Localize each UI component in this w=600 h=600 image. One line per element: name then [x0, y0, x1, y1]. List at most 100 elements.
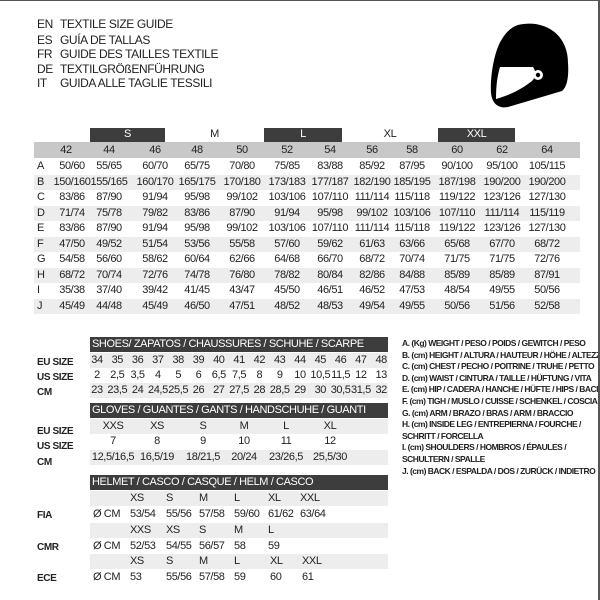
- helmet-size: M: [234, 523, 243, 536]
- helmet-size: XS: [130, 555, 144, 567]
- measurement-cell: 95/98: [184, 222, 210, 234]
- measurement-cell: 57/60: [274, 237, 300, 250]
- shoe-size-cell: 6: [195, 369, 202, 381]
- shoe-size-cell: 34: [91, 354, 103, 366]
- row-key: B: [37, 175, 44, 188]
- glove-size-cell: 8: [154, 435, 160, 447]
- shoe-size-cell: 8: [256, 369, 263, 381]
- shoe-size-cell: 45: [314, 354, 327, 366]
- measurement-cell: 90/100: [441, 160, 473, 172]
- measurement-cell: 150/160: [53, 175, 91, 188]
- glove-size-cell: 12,5/16,5: [91, 451, 135, 463]
- measurement-cell: 103/106: [268, 222, 306, 234]
- measurement-cell: 187/198: [438, 175, 476, 188]
- glove-size-cell: L: [283, 420, 289, 432]
- size-band: [264, 128, 342, 142]
- measurement-cell: 190/200: [528, 175, 566, 188]
- measurement-cell: 75/85: [274, 160, 300, 172]
- measurement-cell: 87/90: [96, 191, 122, 203]
- measurement-cell: 50/56: [444, 299, 470, 312]
- unit-label: Ø CM: [93, 508, 121, 520]
- size-label: L: [300, 128, 306, 140]
- helmet-cm-cell: 55/56: [166, 508, 192, 520]
- measurement-cell: 50/60: [59, 160, 85, 172]
- gloves-header: GLOVES / GUANTES / GANTS / HANDSCHUHE / …: [92, 404, 366, 416]
- shoe-size-cell: 23: [91, 384, 103, 396]
- shoe-size-cell: 32: [375, 384, 387, 396]
- row-stripe: [34, 267, 580, 283]
- helmet-size: L: [234, 492, 240, 504]
- eu-size-header-row: [34, 142, 580, 158]
- helmet-cm-cell: 61: [302, 571, 314, 583]
- glove-size-cell: M: [239, 420, 249, 432]
- glove-size-cell: 7: [110, 435, 116, 447]
- measurement-cell: 82/86: [359, 268, 385, 281]
- shoe-size-cell: 7,5: [232, 369, 247, 381]
- measurement-cell: 60/64: [184, 253, 210, 265]
- measurement-cell: 72/76: [142, 268, 168, 281]
- measurement-cell: 95/98: [184, 191, 210, 203]
- legend-item: H. (cm) INSIDE LEG / ENTREPIERNA / FOURC…: [402, 419, 581, 430]
- measurement-cell: 51/56: [489, 299, 515, 312]
- eu-size: 48: [191, 144, 203, 156]
- shoe-size-cell: 23,5: [107, 384, 128, 396]
- row-key: E: [37, 222, 44, 234]
- lang-code: FR: [37, 47, 53, 61]
- shoe-size-cell: 43: [273, 354, 286, 366]
- lang-code: IT: [37, 76, 47, 90]
- shoe-size-cell: 25,5: [168, 384, 189, 396]
- title-text: GUÍA DE TALLAS: [60, 33, 150, 47]
- row-stripe: [34, 174, 580, 190]
- shoe-size-cell: 12: [355, 369, 367, 381]
- measurement-cell: 83/86: [184, 206, 210, 219]
- measurement-cell: 71/75: [444, 253, 470, 265]
- helmet-size: XXL: [300, 492, 320, 504]
- shoe-size-cell: 4: [155, 369, 161, 381]
- measurement-cell: 49/55: [489, 284, 515, 296]
- helmet-size: XXL: [302, 555, 322, 567]
- measurement-cell: 190/200: [483, 175, 521, 188]
- helmet-header-bar: [90, 475, 388, 490]
- helmet-header: HELMET / CASCO / CASQUE / HELM / CASCO: [92, 476, 314, 488]
- shoe-size-cell: 30,5: [330, 384, 351, 396]
- legend-item: A. (Kg) WEIGHT / PESO / POIDS / GEWITCH …: [402, 338, 586, 348]
- measurement-cell: 50/56: [534, 284, 560, 296]
- row-stripe: [90, 353, 388, 368]
- measurement-cell: 62/66: [229, 253, 255, 265]
- measurement-cell: 60/70: [142, 160, 168, 172]
- row-stripe: [90, 522, 388, 538]
- measurement-cell: 51/54: [142, 237, 168, 250]
- measurement-cell: 123/126: [483, 191, 521, 203]
- row-stripe: [90, 554, 388, 569]
- measurement-cell: 85/89: [489, 268, 515, 281]
- measurement-cell: 47/50: [59, 237, 85, 250]
- measurement-cell: 107/110: [311, 222, 349, 234]
- measurement-cell: 47/53: [399, 284, 425, 296]
- helmet-cm-cell: 52/53: [130, 539, 156, 552]
- row-label: US SIZE: [37, 372, 74, 383]
- shoe-size-cell: 11,5: [331, 369, 351, 381]
- measurement-cell: 91/94: [142, 222, 168, 234]
- row-label: ECE: [37, 573, 57, 584]
- shoes-header-bar: [90, 337, 388, 352]
- measurement-cell: 85/92: [359, 160, 385, 172]
- measurement-cell: 87/90: [96, 222, 122, 234]
- helmet-size: XL: [268, 492, 281, 504]
- measurement-cell: 75/78: [96, 206, 122, 219]
- helmet-cm-cell: 53/54: [130, 508, 156, 520]
- helmet-size: XL: [270, 555, 283, 567]
- measurement-cell: 49/52: [96, 237, 122, 250]
- legend-item: E. (cm) HIP / CADERA / HANCHE / HÜFTE / …: [402, 384, 600, 395]
- measurement-cell: 173/183: [268, 175, 306, 188]
- glove-size-cell: 20/24: [231, 451, 257, 463]
- title-text: TEXTILE SIZE GUIDE: [60, 17, 173, 31]
- measurement-cell: 99/102: [226, 222, 258, 234]
- measurement-cell: 70/74: [96, 268, 122, 281]
- measurement-cell: 49/54: [359, 299, 385, 312]
- shoe-size-cell: 6,5: [211, 369, 226, 381]
- size-band: [90, 128, 165, 142]
- measurement-cell: 103/106: [268, 191, 306, 203]
- shoe-size-cell: 42: [253, 354, 266, 366]
- shoe-size-cell: 13: [375, 369, 387, 381]
- row-label: CM: [37, 457, 52, 468]
